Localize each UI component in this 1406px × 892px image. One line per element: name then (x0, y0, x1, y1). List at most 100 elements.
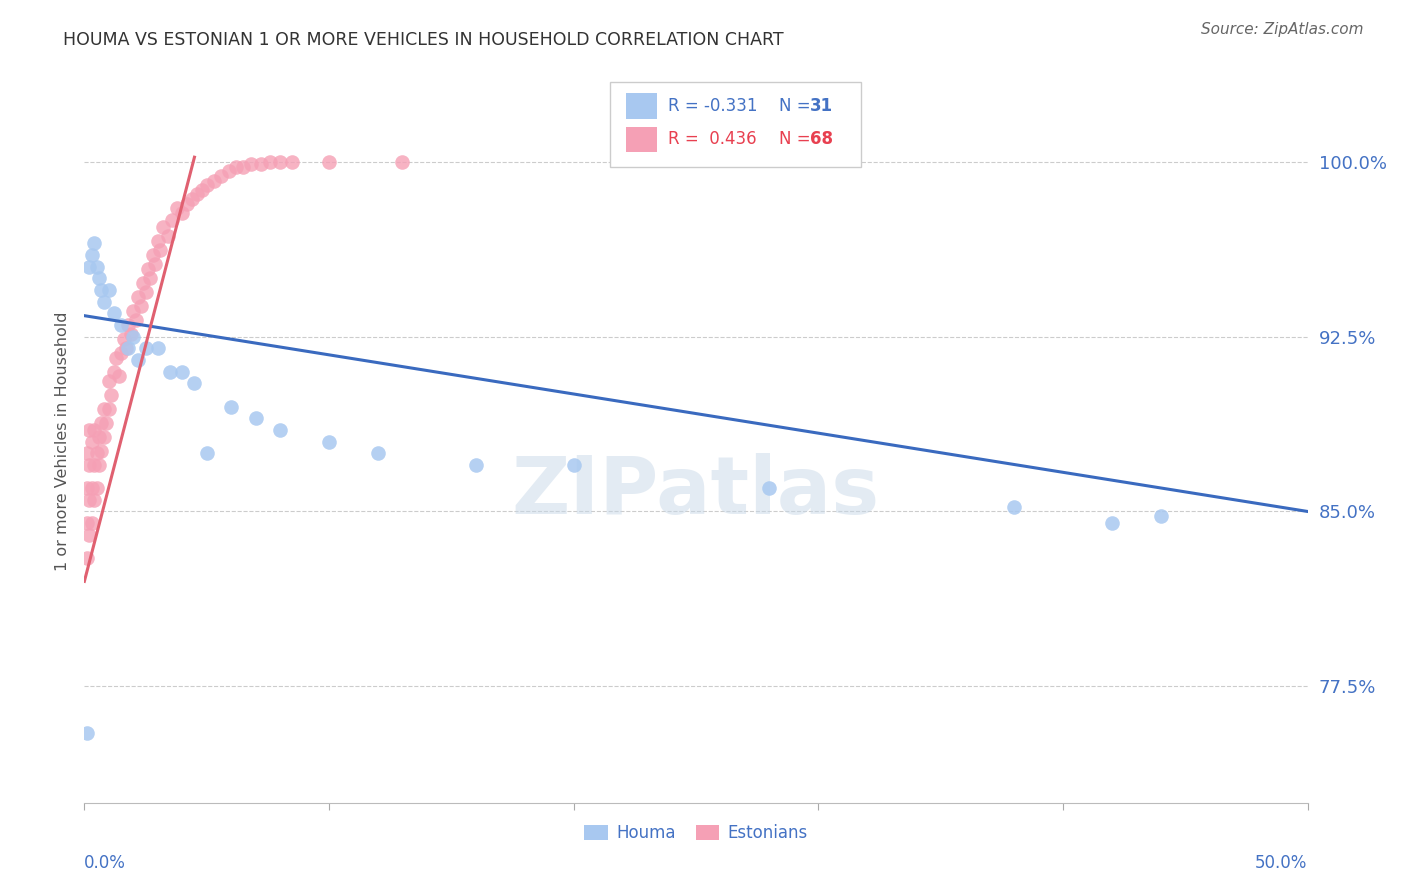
Point (93, 401, 115, 416)
Point (132, 276, 155, 290)
Point (80, 248, 103, 262)
Point (172, 365, 194, 379)
Point (110, 346, 132, 360)
Point (100, 388, 122, 402)
Text: ZIPatlas: ZIPatlas (512, 453, 880, 531)
Point (80, 481, 103, 495)
Point (245, 411, 267, 425)
Point (152, 220, 174, 235)
Point (162, 213, 184, 227)
Point (83, 458, 105, 472)
Y-axis label: 1 or more Vehicles in Household: 1 or more Vehicles in Household (55, 312, 70, 571)
Point (107, 369, 129, 384)
Point (191, 183, 214, 197)
Point (103, 306, 125, 320)
Point (117, 318, 139, 332)
Legend: Houma, Estonians: Houma, Estonians (578, 817, 814, 848)
Point (219, 400, 242, 414)
Point (464, 458, 486, 472)
Text: HOUMA VS ESTONIAN 1 OR MORE VEHICLES IN HOUSEHOLD CORRELATION CHART: HOUMA VS ESTONIAN 1 OR MORE VEHICLES IN … (63, 31, 785, 49)
FancyBboxPatch shape (610, 82, 860, 167)
Text: Source: ZipAtlas.com: Source: ZipAtlas.com (1201, 22, 1364, 37)
Point (269, 423, 291, 437)
Point (90, 283, 112, 297)
Point (225, 160, 247, 174)
Point (318, 154, 340, 169)
Point (76, 516, 98, 530)
Point (77, 528, 100, 542)
Text: R =  0.436: R = 0.436 (668, 130, 756, 148)
Point (183, 376, 205, 391)
Point (117, 341, 139, 355)
Text: N =: N = (779, 130, 815, 148)
Point (76, 446, 98, 460)
Point (1150, 509, 1173, 524)
Point (146, 341, 169, 355)
Point (93, 294, 115, 309)
Point (112, 332, 135, 346)
Point (83, 492, 105, 507)
Point (156, 229, 179, 244)
Point (139, 271, 162, 285)
Point (129, 299, 152, 313)
Point (172, 206, 194, 220)
Point (1002, 500, 1025, 514)
Point (80, 516, 103, 530)
Text: 31: 31 (810, 96, 832, 114)
Point (218, 164, 240, 178)
Point (90, 443, 112, 458)
Point (176, 196, 198, 211)
Point (122, 329, 145, 343)
Point (76, 551, 98, 566)
Text: 68: 68 (810, 130, 832, 148)
Point (87, 458, 110, 472)
Point (110, 318, 132, 332)
Point (96, 416, 118, 430)
FancyBboxPatch shape (626, 127, 657, 152)
Point (93, 430, 115, 444)
Point (159, 365, 181, 379)
Point (115, 341, 138, 355)
Point (105, 351, 128, 365)
Point (142, 248, 165, 262)
Point (86, 260, 108, 274)
Text: 0.0%: 0.0% (84, 854, 127, 872)
Point (562, 458, 585, 472)
Point (195, 178, 218, 193)
Point (76, 481, 98, 495)
Point (77, 260, 100, 274)
Point (83, 423, 105, 437)
Point (77, 423, 100, 437)
Point (125, 313, 148, 327)
Point (281, 154, 304, 169)
Point (127, 353, 149, 368)
Point (103, 365, 125, 379)
Point (1101, 516, 1123, 530)
Point (367, 446, 389, 460)
Point (136, 262, 159, 277)
Point (269, 154, 291, 169)
Point (259, 154, 281, 169)
Text: R = -0.331: R = -0.331 (668, 96, 758, 114)
Point (97, 283, 120, 297)
Point (87, 271, 110, 285)
Point (77, 492, 100, 507)
Point (97, 374, 120, 388)
Point (318, 434, 340, 449)
Point (120, 327, 142, 342)
Point (135, 285, 157, 300)
FancyBboxPatch shape (626, 94, 657, 119)
Point (149, 244, 172, 258)
Point (391, 154, 413, 169)
Point (146, 234, 169, 248)
Point (76, 726, 98, 740)
Point (249, 157, 271, 171)
Point (181, 192, 204, 206)
Point (127, 290, 149, 304)
Point (143, 257, 166, 271)
Point (232, 160, 254, 174)
Point (87, 430, 110, 444)
Point (209, 169, 232, 183)
Point (166, 202, 188, 216)
Point (80, 434, 103, 449)
